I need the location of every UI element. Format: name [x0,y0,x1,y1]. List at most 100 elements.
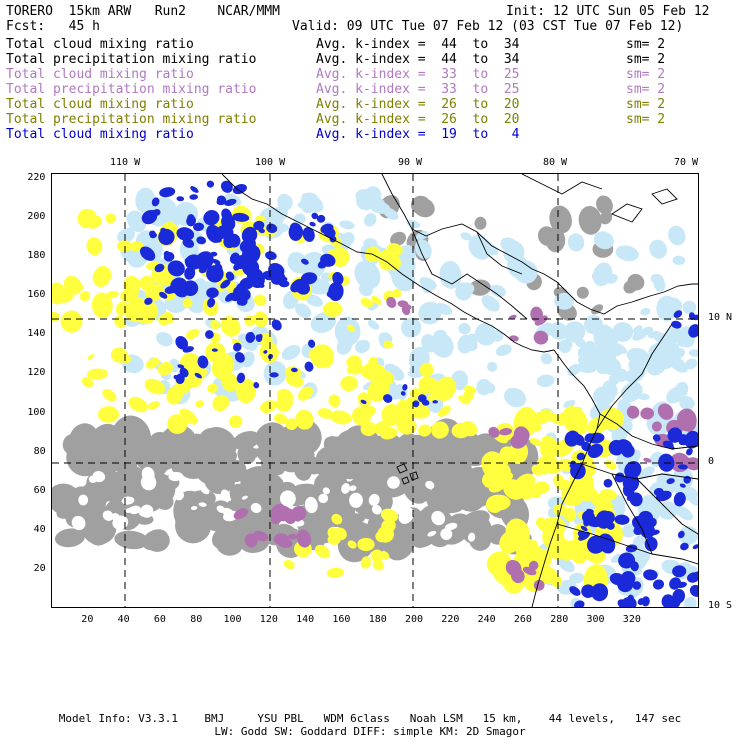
mid-cloud-area [534,315,548,326]
thin-cloud-area [487,361,498,372]
mid-cloud-area [533,579,545,591]
thin-cloud-area [481,295,500,312]
deep-cloud-area [569,586,581,596]
lat-lon-grid [52,174,698,607]
thin-cloud-area [682,300,697,314]
clear-gap [92,471,106,483]
deep-cloud-area [617,599,630,607]
map-panel [51,173,699,608]
low-cloud-area [347,324,355,332]
x-grid-tick: 80 [190,614,203,625]
deep-cloud-area [320,223,334,234]
thin-cloud-area [468,235,492,260]
deep-cloud-area [653,487,664,497]
low-cloud-area [86,237,103,256]
low-cloud-area [340,375,358,392]
y-grid-tick: 20 [33,562,46,574]
deep-cloud-area [328,281,344,302]
low-cloud-area [102,388,117,402]
thin-cloud-area [667,297,683,313]
low-cloud-area [372,559,384,571]
deep-cloud-area [586,508,594,514]
legend-field: Total precipitation mixing ratio [6,52,257,67]
deep-cloud-area [139,246,156,261]
deep-cloud-area [245,331,256,343]
deep-cloud-area [583,518,590,527]
deep-cloud-area [266,223,278,234]
low-cloud-area [52,282,67,305]
deep-cloud-area [185,254,203,270]
low-cloud-area [383,340,393,349]
thin-cloud-area [504,387,527,408]
deep-cloud-area [316,214,326,223]
x-grid-tick: 100 [223,614,242,625]
low-cloud-area [492,462,511,482]
coastline [409,471,419,481]
mid-cloud-area [657,403,674,420]
low-cloud-area [503,479,526,500]
thin-cloud-area [301,192,324,213]
deep-cloud-area [673,491,686,507]
low-cloud-area [87,354,95,360]
mid-cloud-area [244,533,258,548]
coastline [476,231,523,275]
clear-gap [191,505,198,511]
low-cloud-area [128,308,141,318]
deep-cloud-area [652,434,661,442]
thin-cloud-area [606,344,623,357]
thin-cloud-area [674,505,694,521]
deep-cloud-area [686,448,693,456]
deep-cloud-area [570,462,586,480]
deep-cloud-area [632,581,642,590]
thin-cloud-area [539,375,550,382]
deep-cloud-area [573,434,585,446]
low-cloud-area [79,291,91,302]
thin-cloud-area [688,349,698,357]
deep-cloud-area [574,600,585,607]
thin-cloud-area [615,245,639,262]
low-cloud-area [541,436,556,444]
low-cloud-area [533,481,550,494]
deep-cloud-area [591,583,609,602]
coastline [599,413,698,450]
thin-cloud-area [684,358,698,370]
thin-cloud-area [126,210,147,233]
legend-index-range: Avg. k-index = 19 to 4 [316,127,520,142]
deep-cloud-area [233,286,243,297]
thin-cloud-area [608,372,621,386]
thin-cloud-area [563,400,576,408]
clear-gap [102,510,114,521]
clear-gap [128,505,141,515]
low-cloud-area [255,215,267,223]
thin-cloud-area [640,308,651,316]
low-cloud-area [418,424,432,437]
legend-index-range: Avg. k-index = 26 to 20 [316,112,520,127]
low-cloud-area [92,266,112,287]
low-cloud-area [360,298,374,308]
deep-cloud-area [577,530,587,539]
deep-cloud-area [167,260,185,277]
mid-cloud-area [640,407,655,420]
y-grid-tick: 120 [27,367,46,379]
deep-cloud-area [586,535,606,554]
deep-cloud-area [271,319,282,331]
low-cloud-area [210,319,220,330]
low-cloud-area [110,347,128,363]
thin-cloud-area [339,220,355,230]
thin-cloud-area [554,292,574,310]
deep-cloud-area [692,544,698,550]
deep-cloud-area [220,180,233,193]
low-cloud-area [114,315,126,329]
deep-cloud-area [206,287,219,299]
deep-cloud-area [400,391,406,396]
high-cloud-area [390,231,407,247]
high-cloud-area [188,515,205,525]
low-cloud-area [244,315,256,327]
deep-cloud-area [232,212,250,222]
deep-cloud-area [209,251,218,257]
thin-cloud-area [638,466,655,479]
legend-smoothing: sm= 2 [626,97,666,112]
deep-cloud-area [265,251,277,260]
thin-cloud-area [584,340,596,352]
deep-cloud-area [669,577,682,590]
